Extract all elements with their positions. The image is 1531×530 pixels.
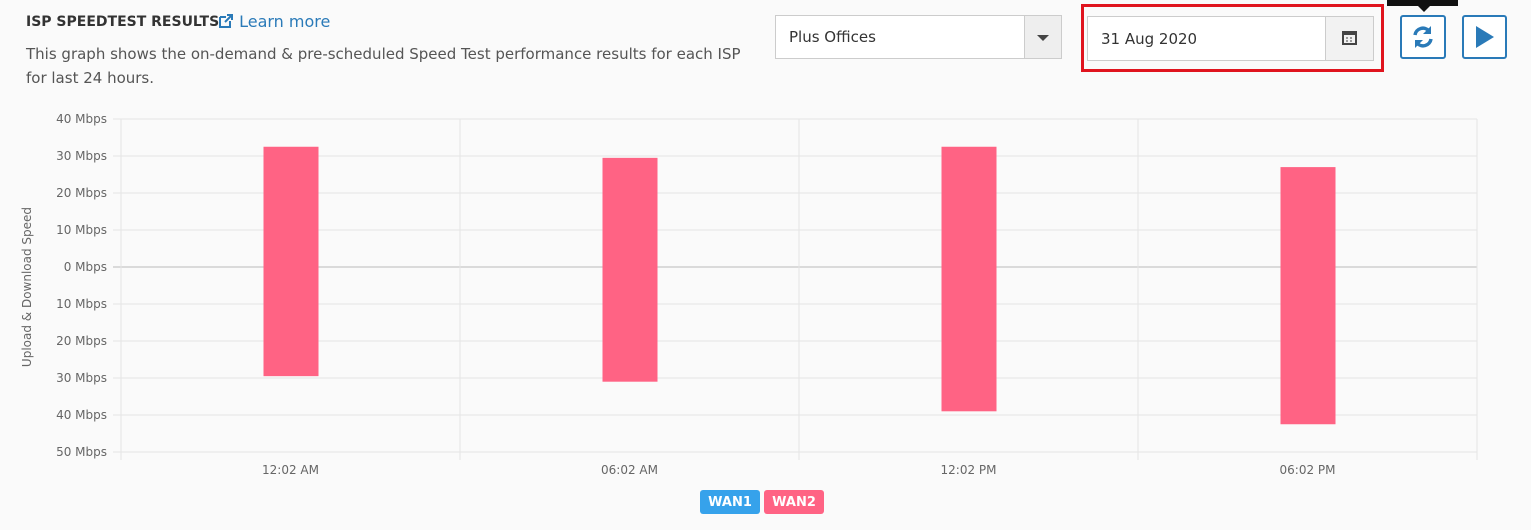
date-value: 31 Aug 2020 (1101, 30, 1198, 48)
x-tick-label: 12:02 PM (941, 463, 997, 477)
refresh-button[interactable] (1400, 15, 1446, 59)
y-axis-label: Upload & Download Speed (20, 207, 34, 367)
x-tick-label: 12:02 AM (262, 463, 319, 477)
y-tick-label: 10 Mbps (56, 223, 107, 237)
y-tick-label: 30 Mbps (56, 149, 107, 163)
play-icon (1476, 26, 1494, 48)
highlight-box (1081, 4, 1384, 72)
legend-label: WAN1 (708, 495, 752, 510)
select-value: Plus Offices (789, 28, 876, 46)
calendar-icon (1342, 31, 1357, 45)
bar (941, 146, 997, 412)
calendar-button[interactable] (1325, 17, 1373, 60)
title: ISP SPEEDTEST RESULTS (26, 14, 220, 30)
x-tick-label: 06:02 PM (1280, 463, 1336, 477)
external-icon (219, 14, 233, 28)
y-tick-label: 40 Mbps (56, 408, 107, 422)
description: This graph shows the on-demand & pre-sch… (26, 45, 741, 87)
legend-swatch (764, 490, 824, 514)
legend-item: WAN2 (764, 490, 824, 514)
group-select[interactable]: Plus Offices (775, 15, 1062, 59)
learn-more-link[interactable]: Learn more (218, 12, 330, 31)
y-tick-label: 0 Mbps (64, 260, 107, 274)
select-arrow[interactable] (1024, 16, 1061, 58)
legend-item: WAN1 (700, 490, 760, 514)
y-tick-label: 20 Mbps (56, 186, 107, 200)
link-text[interactable]: Learn more (239, 12, 331, 31)
bar (1280, 167, 1336, 425)
bar (602, 157, 658, 382)
date-input[interactable]: 31 Aug 2020 (1087, 16, 1374, 61)
y-tick-label: 40 Mbps (56, 112, 107, 126)
y-tick-label: 20 Mbps (56, 334, 107, 348)
x-tick-label: 06:02 AM (601, 463, 658, 477)
chart: Upload & Download Speed 40 Mbps 30 Mbps 20… (20, 112, 1478, 514)
y-tick-label: 50 Mbps (56, 445, 107, 459)
arrow-icon (1037, 35, 1049, 41)
tooltip (1387, 0, 1458, 6)
play-button[interactable] (1462, 15, 1507, 59)
y-tick-label: 30 Mbps (56, 371, 107, 385)
y-tick-label: 10 Mbps (56, 297, 107, 311)
legend-swatch (700, 490, 760, 514)
legend-label: WAN2 (772, 495, 816, 510)
tooltip-arrow (1418, 6, 1430, 12)
refresh-icon (1413, 26, 1433, 48)
bar (263, 146, 319, 377)
